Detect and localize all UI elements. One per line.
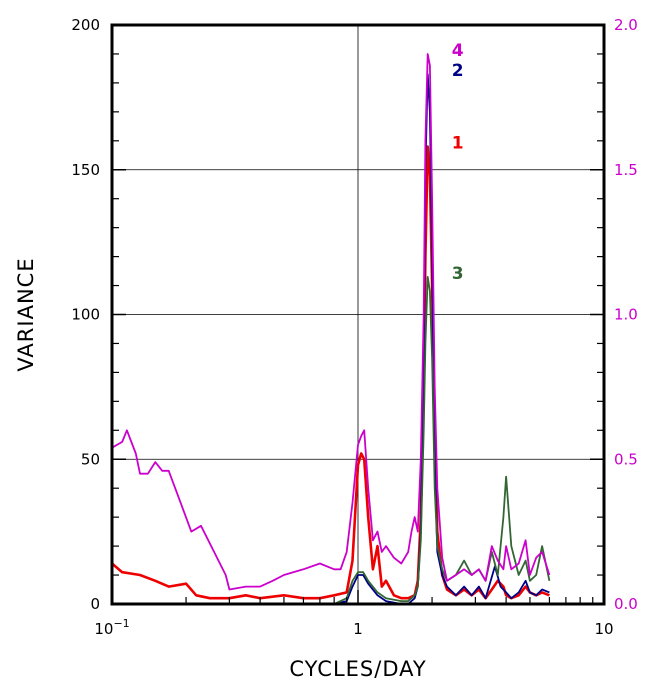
left-axis-ticks: 0 50 100 150 200 [71,16,126,613]
y-tick-label-right: 1.5 [614,161,638,179]
y-tick-label-left: 0 [90,595,100,613]
y-tick-label-right: 1.0 [614,306,638,324]
y-tick-label-left: 50 [81,450,100,468]
series-1-label: 1 [452,134,464,154]
y-tick-label-right: 0.0 [614,595,638,613]
x-tick-label: 10 [594,620,613,638]
x-tick-label: 10−1 [94,617,129,638]
x-tick-label: 1 [353,620,363,638]
series-lines [111,53,551,605]
series-labels: 1 2 3 4 [452,41,464,284]
series-3-label: 3 [452,264,464,284]
series-4-line [111,53,551,591]
gridlines [112,25,604,604]
series-4-label: 4 [452,41,464,61]
x-axis-ticks: 10−1 1 10 [94,590,614,638]
series-2-label: 2 [452,61,464,81]
series-3-line [112,275,551,605]
series-1-line [111,145,550,600]
y-axis-title: VARIANCE [14,257,38,371]
y-tick-label-right: 0.5 [614,450,638,468]
y-tick-label-left: 100 [71,306,100,324]
y-tick-label-left: 150 [71,161,100,179]
series-2-line [112,73,550,605]
x-axis-title: CYCLES/DAY [289,657,426,681]
y-tick-label-right: 2.0 [614,16,638,34]
right-axis-ticks: 0.0 0.5 1.0 1.5 2.0 [590,16,638,613]
y-tick-label-left: 200 [71,16,100,34]
